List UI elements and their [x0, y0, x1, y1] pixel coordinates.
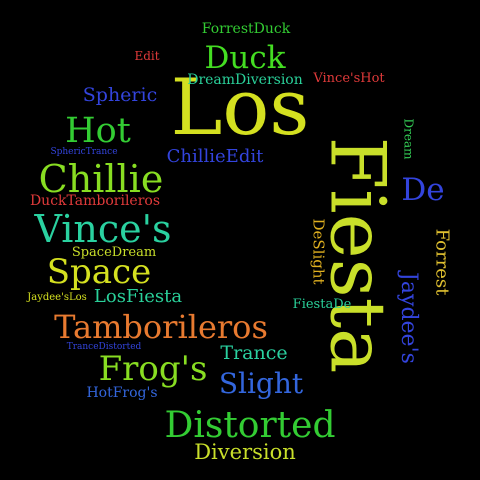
word-dreamdiversion: DreamDiversion [187, 72, 303, 88]
word-forrestduck: ForrestDuck [201, 21, 291, 37]
word-jaydees: Jaydee's [395, 272, 421, 364]
word-space: Space [46, 252, 152, 292]
word-tamborileros: Tamborileros [54, 308, 268, 346]
word-jaydeeslos: Jaydee'sLos [27, 292, 87, 303]
word-deslight: DeSlight [309, 217, 328, 285]
word-distorted: Distorted [164, 405, 336, 446]
word-frogs: Frog's [98, 349, 208, 389]
word-de: De [401, 171, 445, 208]
word-forrest: Forrest [431, 228, 452, 296]
word-fiesta: Fiesta [313, 136, 402, 374]
word-edit: Edit [134, 49, 160, 63]
word-spacedream: SpaceDream [71, 244, 157, 260]
word-vinces: Vince's [34, 207, 172, 251]
word-chillie: Chillie [38, 157, 164, 201]
word-los: Los [170, 63, 310, 153]
word-vinceshot: Vince'sHot [313, 70, 385, 86]
word-dream: Dream [401, 118, 415, 160]
word-fiestade: FiestaDe [292, 296, 352, 312]
word-hotfrogs: HotFrog's [86, 385, 158, 401]
word-slight: Slight [218, 367, 304, 400]
word-duck: Duck [204, 39, 286, 76]
word-losfiesta: LosFiesta [93, 286, 183, 307]
word-chillieedit: ChillieEdit [166, 146, 264, 167]
word-spheric: Spheric [82, 83, 158, 106]
word-trancedistorted: TranceDistorted [66, 341, 142, 352]
word-spherictrance: SphericTrance [50, 146, 118, 157]
word-trance: Trance [220, 341, 288, 364]
word-diversion: Diversion [194, 439, 296, 464]
word-ducktamborileros: DuckTamborileros [29, 193, 161, 209]
word-hot: Hot [65, 110, 131, 151]
